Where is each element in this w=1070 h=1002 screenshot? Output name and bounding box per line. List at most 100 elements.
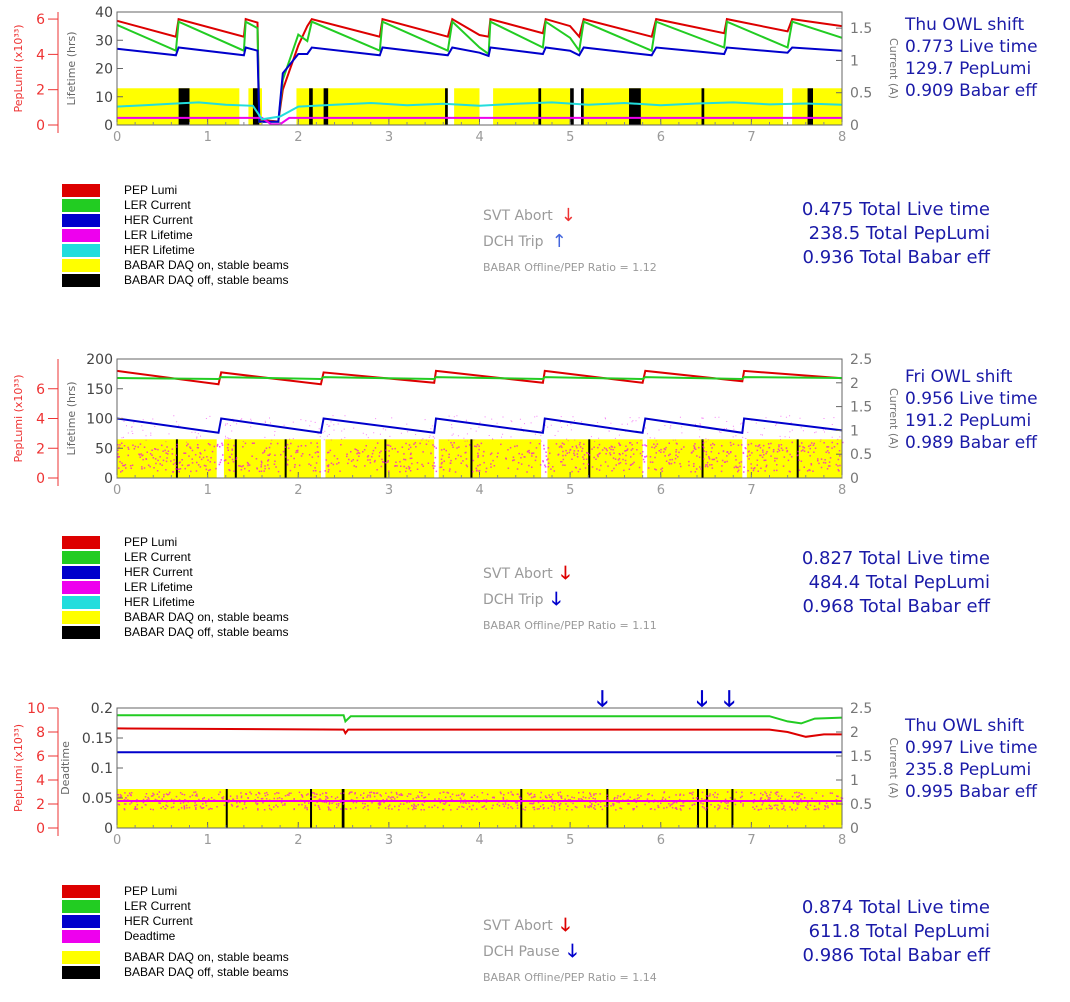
stats-panel-1: Thu OWL shift 0.773 Live time 129.7 PepLum… (905, 15, 1038, 101)
y-right-tick-label: 2 (850, 376, 859, 392)
daq-off-band (470, 439, 473, 478)
y-left-tick-label: 0.2 (91, 701, 113, 717)
x-tick-label: 6 (657, 833, 665, 848)
y-left-tick-label: 0 (104, 471, 113, 487)
legend-swatch (62, 626, 100, 639)
x-tick-label: 0 (113, 130, 121, 145)
events-panel-1: SVT Abort ↓ DCH Trip ↑ BABAR Offline/PEP R… (483, 203, 657, 274)
daq-off-band (341, 789, 345, 828)
legend-swatch (62, 244, 100, 257)
x-tick-label: 0 (113, 833, 121, 848)
daq-off-band (731, 789, 734, 828)
daq-on-band (583, 88, 784, 125)
legend-label: LER Current (124, 550, 191, 564)
legend-swatch (62, 900, 100, 913)
daq-on-band (117, 789, 842, 828)
legend-label: BABAR DAQ on, stable beams (124, 950, 289, 964)
legend-swatch (62, 229, 100, 242)
x-tick-label: 3 (385, 483, 393, 498)
legend-swatch (62, 885, 100, 898)
lumi-tick-label: 10 (27, 701, 45, 717)
x-tick-label: 2 (294, 130, 302, 145)
x-tick-label: 5 (566, 833, 574, 848)
x-tick-label: 5 (566, 483, 574, 498)
stats-panel-3: Thu OWL shift 0.997 Live time 235.8 PepLum… (905, 716, 1038, 802)
up-arrow-icon: ↑ (551, 231, 567, 252)
event-svt-abort: SVT Abort 🡓 (483, 561, 657, 587)
legend-swatch (62, 551, 100, 564)
legend-swatch (62, 915, 100, 928)
legend-label: BABAR DAQ off, stable beams (124, 273, 289, 287)
scatter-points-sparse (121, 415, 841, 443)
y-right-tick-label: 2.5 (850, 701, 872, 717)
y-right-tick-label: 0 (850, 821, 859, 837)
y-right-tick-label: 1.5 (850, 400, 872, 416)
legend-swatch (62, 951, 100, 964)
legend-swatch (62, 596, 100, 609)
legend-label: BABAR DAQ off, stable beams (124, 625, 289, 639)
y-right-tick-label: 0 (850, 118, 859, 134)
y-right-tick-label: 0.5 (850, 797, 872, 813)
daq-off-band (701, 88, 705, 125)
lumi-axis-label: PepLumi (x10³³) (12, 24, 25, 112)
y-right-axis-label: Current (A) (887, 38, 900, 99)
lumi-tick-label: 6 (36, 749, 45, 765)
lumi-tick-label: 2 (36, 797, 45, 813)
event-arrow-marker: 🡓 (723, 687, 734, 712)
y-right-tick-label: 1 (850, 53, 859, 69)
x-tick-label: 1 (204, 483, 212, 498)
daq-on-band (454, 88, 480, 125)
series-line-pep-lumi (116, 727, 842, 738)
x-tick-label: 2 (294, 483, 302, 498)
x-tick-label: 8 (838, 833, 846, 848)
down-arrow-icon: 🡓 (551, 589, 561, 610)
event-arrow-marker: 🡓 (696, 687, 707, 712)
x-tick-label: 4 (476, 130, 484, 145)
event-svt-abort: SVT Abort ↓ (483, 203, 657, 229)
offline-ratio: BABAR Offline/PEP Ratio = 1.12 (483, 261, 657, 274)
y-right-tick-label: 1 (850, 423, 859, 439)
y-right-tick-label: 2 (850, 725, 859, 741)
totals-panel-2: 0.827 Total Live time 484.4 Total PepLumi… (801, 548, 990, 617)
legend-swatch (62, 536, 100, 549)
lumi-axis-label: PepLumi (x10³³) (12, 374, 25, 462)
daq-off-band (697, 789, 699, 828)
legend-swatch (62, 274, 100, 287)
daq-off-band (310, 789, 313, 828)
daq-off-band (581, 88, 584, 125)
legend-label: BABAR DAQ on, stable beams (124, 610, 289, 624)
daq-off-band (796, 439, 799, 478)
daq-on-band (746, 439, 842, 478)
x-tick-label: 3 (385, 833, 393, 848)
x-tick-label: 8 (838, 483, 846, 498)
x-tick-label: 6 (657, 483, 665, 498)
daq-off-band (178, 88, 190, 125)
y-left-tick-label: 20 (95, 62, 113, 78)
y-left-tick-label: 0 (104, 118, 113, 134)
series-line-her-current (116, 46, 843, 123)
event-dch-trip: DCH Trip 🡓 (483, 587, 657, 613)
lumi-tick-label: 2 (36, 83, 45, 99)
legend-swatch (62, 184, 100, 197)
daq-on-band (493, 88, 571, 125)
daq-off-band (807, 88, 813, 125)
legend-label: LER Lifetime (124, 228, 193, 242)
down-arrow-icon: 🡓 (560, 563, 571, 584)
daq-off-band (538, 88, 542, 125)
y-left-axis-label: Lifetime (hrs) (65, 32, 78, 106)
x-tick-label: 4 (476, 833, 484, 848)
event-svt-abort: SVT Abort 🡓 (483, 913, 657, 939)
y-right-tick-label: 1.5 (850, 21, 872, 37)
chart-panel-3: 0 1 2 3 4 5 6 7 800.050.10.150.2Deadtime0246810P… (12, 687, 900, 848)
lumi-tick-label: 6 (36, 382, 45, 398)
daq-off-band (445, 88, 448, 125)
legend-swatch (62, 199, 100, 212)
y-left-tick-label: 40 (95, 5, 113, 21)
lumi-tick-label: 6 (36, 12, 45, 28)
y-left-tick-label: 0.05 (82, 791, 113, 807)
daq-off-band (252, 88, 260, 125)
daq-on-band (223, 439, 321, 478)
x-tick-label: 1 (204, 833, 212, 848)
